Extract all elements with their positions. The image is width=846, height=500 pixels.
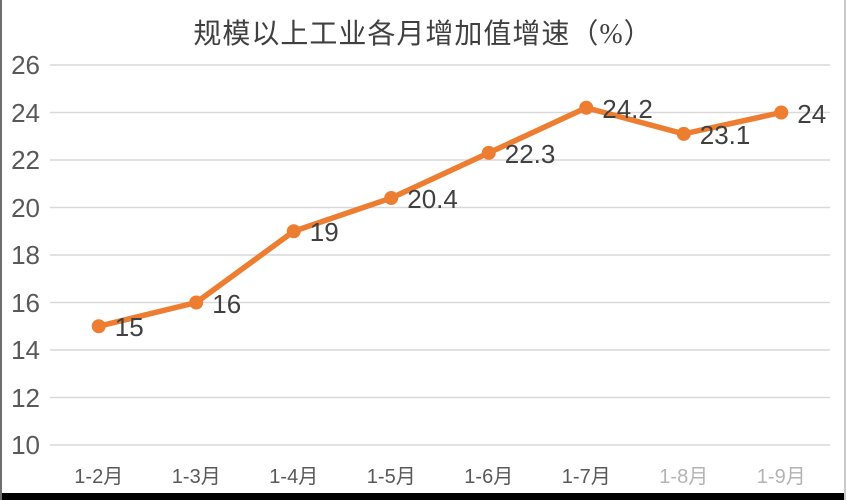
x-axis-category-label: 1-4月	[269, 466, 319, 488]
data-point-marker	[91, 319, 106, 334]
data-point-label: 15	[114, 312, 144, 343]
data-point-label: 23.1	[699, 119, 751, 150]
x-axis-category-label: 1-9月	[756, 466, 806, 488]
data-point-marker	[579, 100, 594, 115]
data-point-marker	[384, 191, 399, 205]
x-axis-category-label: 1-5月	[366, 466, 416, 488]
y-axis-tick-label: 16	[11, 287, 40, 318]
data-point-label: 16	[212, 288, 242, 319]
chart-title: 规模以上工业各月增加值增速（%）	[193, 19, 653, 50]
x-axis-category-label: 1-7月	[561, 466, 611, 488]
data-point-label: 20.4	[407, 184, 458, 214]
bottom-edge-bar	[2, 493, 844, 500]
data-point-label: 22.3	[504, 138, 556, 169]
x-axis-category-label: 1-6月	[464, 466, 514, 488]
data-point-marker	[286, 224, 301, 239]
y-axis-tick-label: 12	[11, 382, 40, 413]
y-axis-tick-label: 10	[11, 430, 40, 460]
x-axis-category-label: 1-2月	[74, 466, 124, 488]
y-axis-tick-label: 24	[11, 97, 40, 128]
x-axis-category-label: 1-3月	[171, 466, 221, 488]
data-point-label: 19	[309, 217, 339, 248]
data-point-label: 24	[797, 98, 827, 129]
data-point-marker	[189, 295, 204, 310]
data-point-marker	[774, 105, 789, 120]
y-axis-tick-label: 26	[11, 50, 40, 80]
y-axis-tick-label: 22	[11, 145, 40, 175]
trend-line	[96, 105, 784, 329]
y-axis-tick-label: 20	[11, 192, 40, 223]
data-point-marker	[676, 126, 691, 141]
data-point-label: 24.2	[602, 93, 653, 124]
data-point-marker	[481, 145, 496, 160]
y-axis-tick-label: 14	[11, 335, 40, 365]
x-axis-category-label: 1-8月	[659, 466, 709, 488]
y-axis-tick-label: 18	[11, 240, 40, 270]
